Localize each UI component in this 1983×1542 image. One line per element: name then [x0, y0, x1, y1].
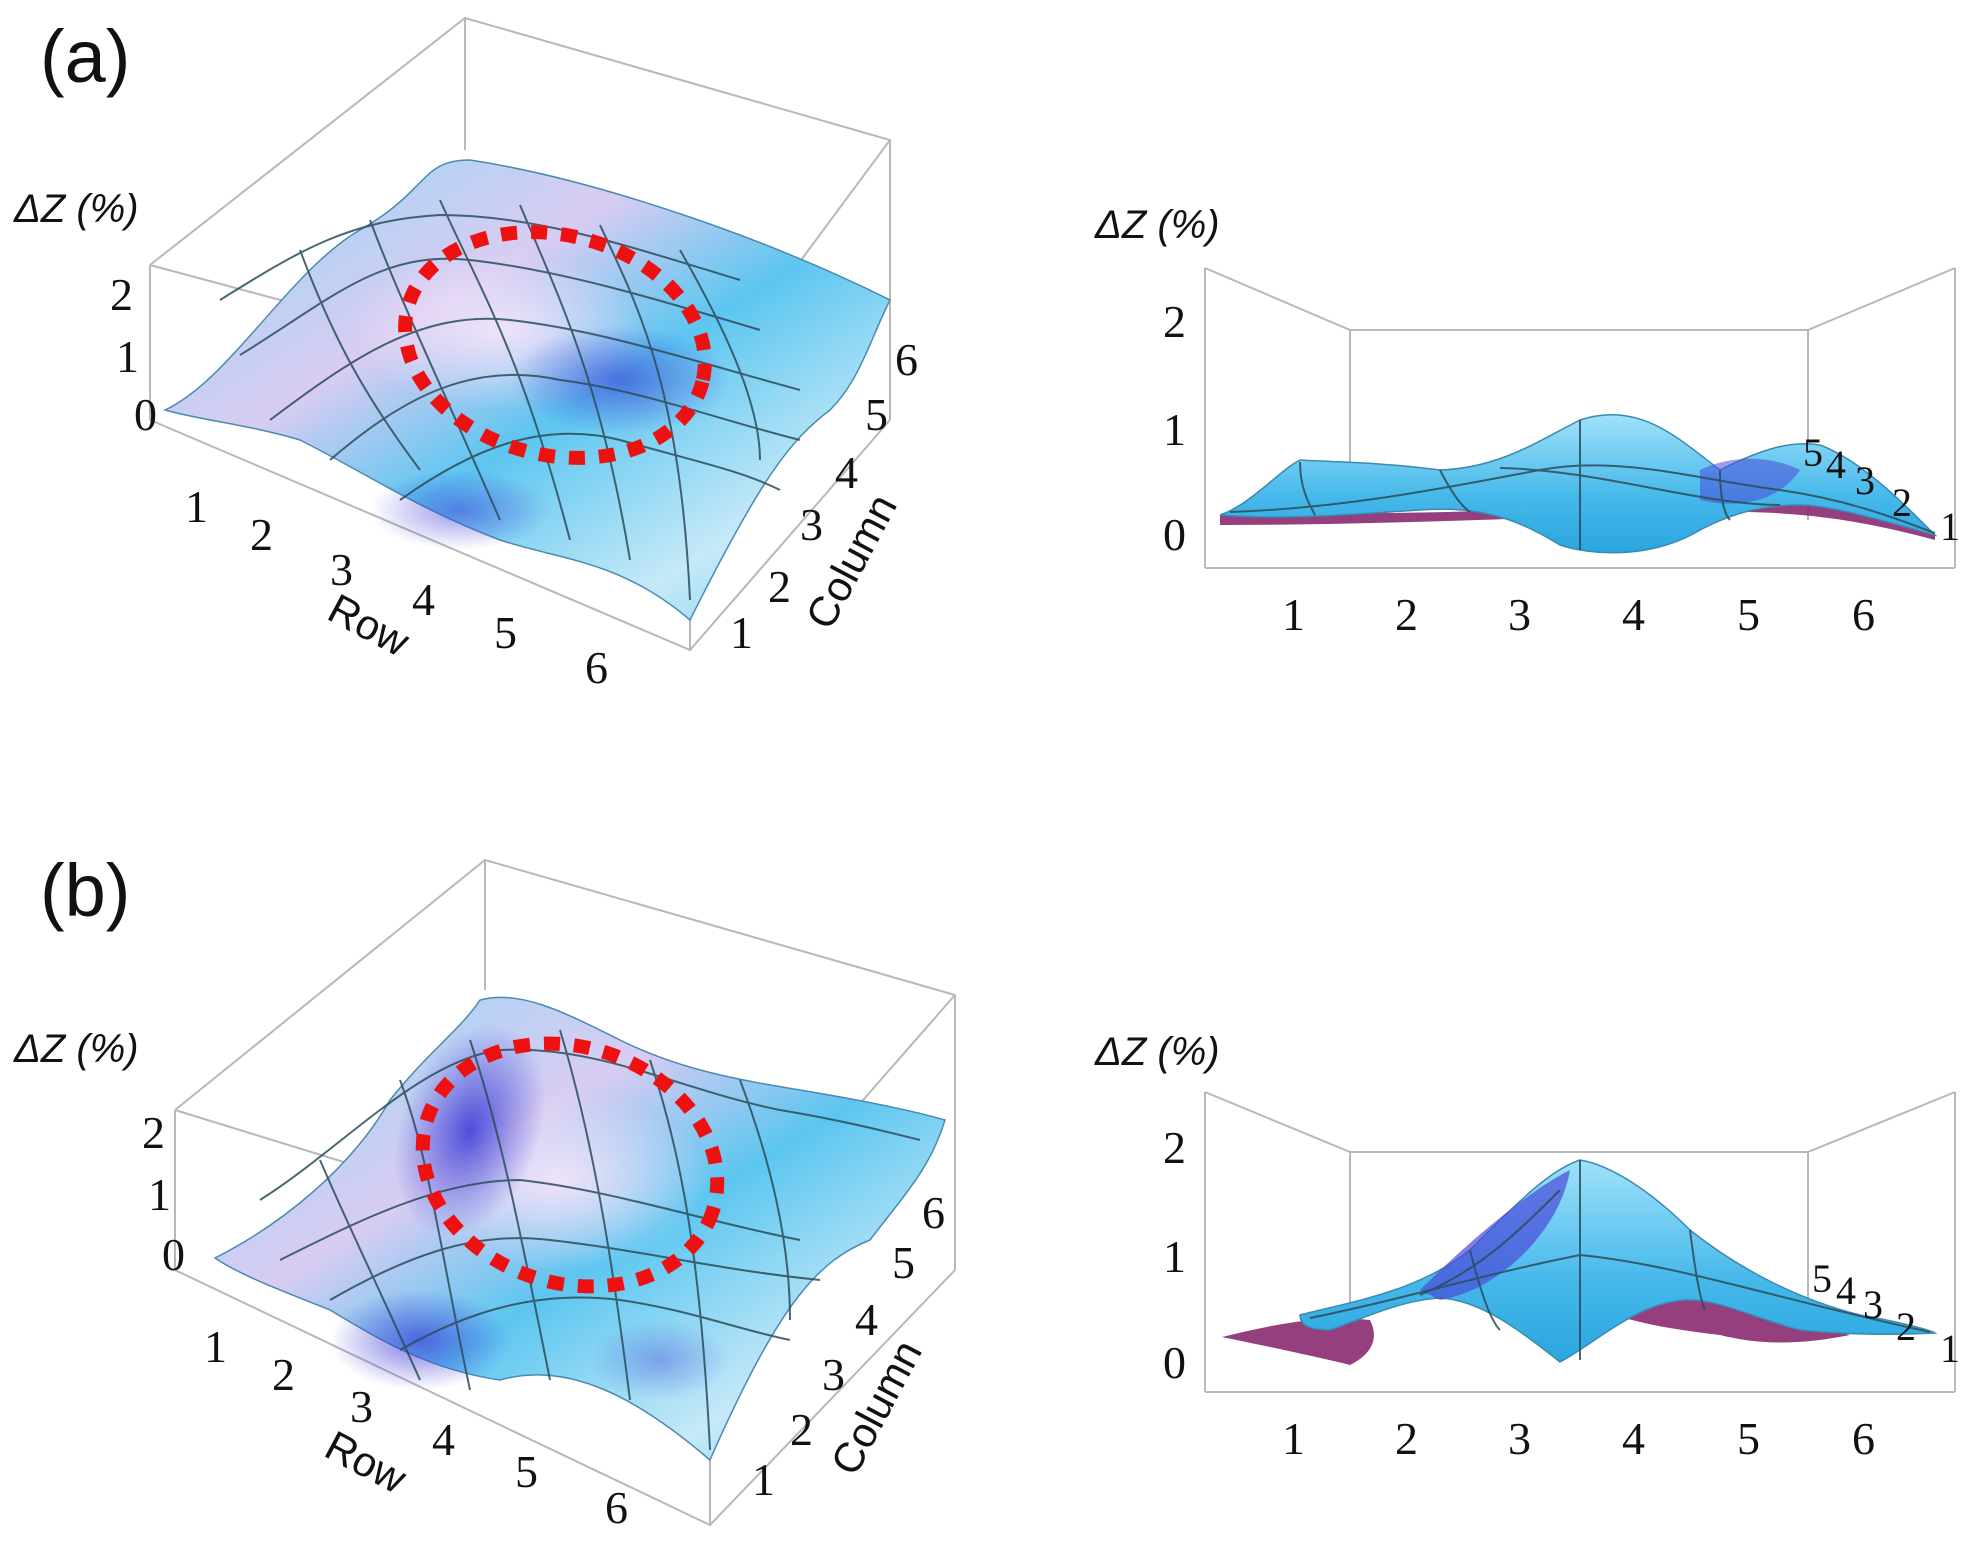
surface-underside	[1600, 1295, 1850, 1343]
column-tick: 5	[892, 1237, 915, 1288]
surface-dark-spot	[394, 1023, 546, 1237]
z-tick: 2	[1163, 1122, 1186, 1173]
surface	[1299, 1159, 1938, 1363]
panel-a-label: (a)	[40, 15, 131, 98]
depth-tick: 5	[1812, 1256, 1832, 1301]
surface-mesh	[219, 199, 801, 601]
row-tick: 5	[494, 607, 517, 658]
row-tick: 1	[204, 1321, 227, 1372]
depth-tick: 2	[1896, 1304, 1916, 1349]
column-tick: 6	[895, 334, 918, 385]
chart-b-side: ΔZ (%) 2 1 0 1 2 3 4 5 6 5 4 3 2 1	[1094, 1030, 1960, 1464]
x-tick: 5	[1737, 1413, 1760, 1464]
row-tick: 3	[350, 1381, 373, 1432]
row-tick: 5	[515, 1446, 538, 1497]
x-tick: 2	[1395, 1413, 1418, 1464]
highlight-ellipse	[415, 1036, 725, 1294]
x-tick: 4	[1622, 589, 1645, 640]
depth-tick: 1	[1940, 1326, 1960, 1371]
column-tick: 1	[752, 1454, 775, 1505]
highlight-ellipse	[398, 225, 712, 465]
depth-tick: 4	[1836, 1268, 1856, 1313]
chart-a-perspective: ΔZ (%) 2 1 0 1 2 3 4 5 6 Row 1 2 3 4 5 6…	[13, 16, 918, 693]
chart-a-side: ΔZ (%) 2 1 0 1 2 3 4 5 6 5 4 3 2 1	[1094, 203, 1960, 640]
z-axis-label: ΔZ (%)	[13, 187, 139, 231]
row-tick: 1	[185, 481, 208, 532]
z-tick: 1	[1163, 404, 1186, 455]
row-axis-label: Row	[321, 584, 418, 665]
z-tick: 2	[142, 1107, 165, 1158]
depth-tick: 5	[1803, 430, 1823, 475]
column-tick: 3	[822, 1349, 845, 1400]
panel-b-label: (b)	[40, 849, 131, 932]
x-tick: 1	[1282, 589, 1305, 640]
surface-dark-spot	[1700, 458, 1800, 504]
z-tick: 0	[134, 389, 157, 440]
z-axis-label: ΔZ (%)	[1094, 1030, 1220, 1074]
column-tick: 4	[835, 447, 858, 498]
surface-dark-spot	[590, 1320, 730, 1400]
z-tick: 0	[1163, 1337, 1186, 1388]
x-tick: 3	[1508, 1413, 1531, 1464]
surface-dark-spot	[510, 325, 730, 435]
z-axis-label: ΔZ (%)	[13, 1027, 139, 1071]
z-tick: 2	[110, 269, 133, 320]
row-axis-label: Row	[318, 1421, 415, 1502]
surface-mesh	[1229, 420, 1936, 550]
x-tick: 6	[1852, 1413, 1875, 1464]
row-tick: 4	[432, 1414, 455, 1465]
row-tick: 6	[585, 642, 608, 693]
z-tick: 0	[162, 1229, 185, 1280]
z-axis-label: ΔZ (%)	[1094, 203, 1220, 247]
surface-dark-spot	[1420, 1170, 1570, 1300]
z-tick: 1	[1163, 1231, 1186, 1282]
x-tick: 5	[1737, 589, 1760, 640]
depth-tick: 4	[1826, 442, 1846, 487]
depth-tick: 2	[1892, 480, 1912, 525]
x-tick: 1	[1282, 1413, 1305, 1464]
surface-dark-spot	[370, 470, 550, 550]
chart-b-perspective: ΔZ (%) 2 1 0 1 2 3 4 5 6 Row 1 2 3 4 5 6…	[13, 858, 956, 1533]
column-tick: 5	[865, 389, 888, 440]
column-tick: 1	[730, 607, 753, 658]
plot-box	[1204, 267, 1956, 569]
column-tick: 3	[800, 499, 823, 550]
surface	[1219, 413, 1938, 554]
x-tick: 2	[1395, 589, 1418, 640]
z-tick: 2	[1163, 296, 1186, 347]
column-tick: 2	[768, 561, 791, 612]
plot-box	[1204, 1091, 1956, 1393]
surface-mesh	[1309, 1160, 1931, 1360]
row-tick: 2	[250, 509, 273, 560]
column-tick: 6	[922, 1187, 945, 1238]
surface-underside	[1222, 1318, 1374, 1365]
row-tick: 6	[605, 1482, 628, 1533]
depth-tick: 3	[1863, 1282, 1883, 1327]
row-tick: 3	[330, 544, 353, 595]
z-tick: 1	[148, 1169, 171, 1220]
depth-tick: 1	[1940, 504, 1960, 549]
row-tick: 4	[412, 574, 435, 625]
column-tick: 4	[855, 1294, 878, 1345]
column-tick: 2	[790, 1404, 813, 1455]
x-tick: 4	[1622, 1413, 1645, 1464]
z-tick: 1	[116, 331, 139, 382]
row-tick: 2	[272, 1349, 295, 1400]
x-tick: 6	[1852, 589, 1875, 640]
depth-tick: 3	[1855, 458, 1875, 503]
x-tick: 3	[1508, 589, 1531, 640]
z-tick: 0	[1163, 509, 1186, 560]
